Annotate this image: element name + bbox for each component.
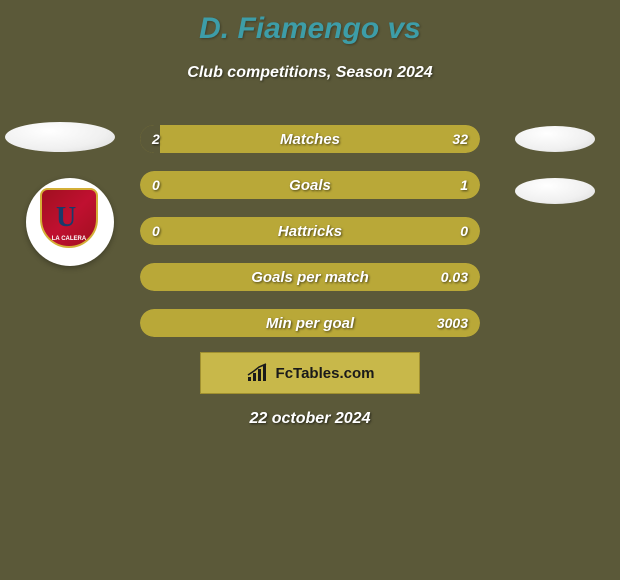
bar-value-left: 2	[152, 125, 160, 153]
stat-bar: Hattricks0 0	[140, 217, 480, 245]
bar-label: Goals	[140, 171, 480, 199]
stat-bar: Goals0 1	[140, 171, 480, 199]
stat-bar: Matches2 32	[140, 125, 480, 153]
bar-value-right: 1	[460, 171, 468, 199]
logo-letter: U	[56, 202, 76, 234]
club-logo-inner: U LA CALERA	[40, 188, 100, 256]
bar-value-right: 0	[460, 217, 468, 245]
stat-bar: Min per goal3003	[140, 309, 480, 337]
bar-label: Hattricks	[140, 217, 480, 245]
shield-icon: U LA CALERA	[40, 188, 98, 248]
date-text: 22 october 2024	[0, 410, 620, 428]
bar-label: Matches	[140, 125, 480, 153]
player-oval-right-2	[515, 178, 595, 204]
subtitle: Club competitions, Season 2024	[0, 64, 620, 82]
footer-brand-text: FcTables.com	[276, 365, 375, 382]
footer-brand-box: FcTables.com	[200, 352, 420, 394]
player-oval-left-1	[5, 122, 115, 152]
club-logo: U LA CALERA	[26, 178, 114, 266]
bar-value-right: 0.03	[441, 263, 468, 291]
bar-value-right: 32	[452, 125, 468, 153]
logo-bottom-text: LA CALERA	[42, 236, 96, 242]
bar-value-left: 0	[152, 171, 160, 199]
bar-label: Goals per match	[140, 263, 480, 291]
chart-icon	[246, 363, 272, 383]
player-oval-right-1	[515, 126, 595, 152]
page-title: D. Fiamengo vs	[0, 0, 620, 46]
bar-label: Min per goal	[140, 309, 480, 337]
stats-bars: Matches232Goals01Hattricks00Goals per ma…	[140, 125, 480, 355]
bar-value-right: 3003	[437, 309, 468, 337]
stat-bar: Goals per match0.03	[140, 263, 480, 291]
bar-value-left: 0	[152, 217, 160, 245]
